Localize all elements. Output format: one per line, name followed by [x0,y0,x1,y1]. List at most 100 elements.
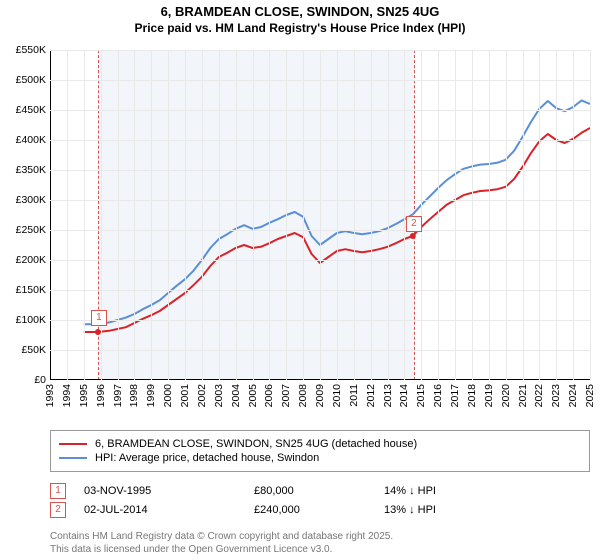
x-tick-label: 2016 [432,384,444,407]
legend-label-price-paid: 6, BRAMDEAN CLOSE, SWINDON, SN25 4UG (de… [95,438,417,450]
gridline-v [118,50,119,380]
gridline-v [253,50,254,380]
legend-label-hpi: HPI: Average price, detached house, Swin… [95,452,319,464]
chart-title: 6, BRAMDEAN CLOSE, SWINDON, SN25 4UG Pri… [0,0,600,36]
y-tick-label: £100K [2,314,46,326]
x-tick-label: 2003 [213,384,225,407]
sale-marker-icon: 2 [50,502,66,518]
x-tick-label: 1993 [44,384,56,407]
gridline-v [438,50,439,380]
y-tick-label: £200K [2,254,46,266]
y-tick-label: £400K [2,134,46,146]
y-tick-label: £300K [2,194,46,206]
y-tick-label: £550K [2,44,46,56]
gridline-v [388,50,389,380]
x-tick-label: 2018 [466,384,478,407]
gridline-v [151,50,152,380]
x-tick-label: 2017 [449,384,461,407]
gridline-v [506,50,507,380]
gridline-v [320,50,321,380]
y-tick-label: £0 [2,374,46,386]
x-tick-label: 2015 [415,384,427,407]
gridline-v [421,50,422,380]
gridline-v [269,50,270,380]
x-tick-label: 2024 [567,384,579,407]
sale-hpi-delta: 13% ↓ HPI [384,504,514,516]
sale-hpi-delta: 14% ↓ HPI [384,485,514,497]
gridline-v [354,50,355,380]
gridline-v [84,50,85,380]
x-tick-label: 2012 [365,384,377,407]
gridline-v [590,50,591,380]
x-tick-label: 2025 [584,384,596,407]
x-tick-label: 2014 [398,384,410,407]
sale-point [410,233,416,239]
x-tick-label: 1995 [78,384,90,407]
y-tick-label: £150K [2,284,46,296]
x-tick-label: 2002 [196,384,208,407]
plot-area: 12 [50,50,590,380]
sale-price: £80,000 [254,485,384,497]
x-tick-label: 2006 [263,384,275,407]
chart: 12 £0£50K£100K£150K£200K£250K£300K£350K£… [0,40,600,420]
x-tick-label: 2000 [162,384,174,407]
gridline-v [219,50,220,380]
gridline-v [202,50,203,380]
gridline-v [303,50,304,380]
x-tick-label: 2013 [382,384,394,407]
x-tick-label: 2008 [297,384,309,407]
gridline-v [556,50,557,380]
x-tick-label: 2019 [483,384,495,407]
gridline-v [286,50,287,380]
sales-table: 1 03-NOV-1995 £80,000 14% ↓ HPI 2 02-JUL… [50,480,590,521]
footer-line2: This data is licensed under the Open Gov… [50,544,590,557]
gridline-v [489,50,490,380]
footer-line1: Contains HM Land Registry data © Crown c… [50,531,590,544]
y-tick-label: £50K [2,344,46,356]
title-line1: 6, BRAMDEAN CLOSE, SWINDON, SN25 4UG [0,4,600,21]
x-tick-label: 2021 [517,384,529,407]
sale-date: 03-NOV-1995 [84,485,254,497]
y-tick-label: £500K [2,74,46,86]
gridline-v [337,50,338,380]
sales-row: 1 03-NOV-1995 £80,000 14% ↓ HPI [50,483,590,499]
sale-marker-box: 2 [406,216,422,232]
legend: 6, BRAMDEAN CLOSE, SWINDON, SN25 4UG (de… [50,430,590,472]
sale-price: £240,000 [254,504,384,516]
y-tick-label: £450K [2,104,46,116]
gridline-v [67,50,68,380]
gridline-v [101,50,102,380]
x-tick-label: 2011 [348,384,360,407]
gridline-v [236,50,237,380]
legend-item-hpi: HPI: Average price, detached house, Swin… [59,452,581,464]
x-tick-label: 2004 [230,384,242,407]
sales-row: 2 02-JUL-2014 £240,000 13% ↓ HPI [50,502,590,518]
gridline-v [455,50,456,380]
y-tick-label: £350K [2,164,46,176]
gridline-v [404,50,405,380]
x-tick-label: 1998 [128,384,140,407]
x-tick-label: 2010 [331,384,343,407]
legend-item-price-paid: 6, BRAMDEAN CLOSE, SWINDON, SN25 4UG (de… [59,438,581,450]
x-tick-label: 2020 [500,384,512,407]
gridline-v [371,50,372,380]
gridline-v [185,50,186,380]
x-tick-label: 1996 [95,384,107,407]
sale-marker-icon: 1 [50,483,66,499]
sale-marker-box: 1 [91,310,107,326]
x-tick-label: 2007 [280,384,292,407]
footer: Contains HM Land Registry data © Crown c… [50,531,590,556]
x-tick-label: 1994 [61,384,73,407]
x-tick-label: 1997 [112,384,124,407]
legend-swatch-hpi [59,457,87,459]
gridline-v [523,50,524,380]
x-tick-label: 2009 [314,384,326,407]
gridline-v [539,50,540,380]
legend-swatch-price-paid [59,443,87,445]
x-tick-label: 2022 [533,384,545,407]
x-tick-label: 1999 [145,384,157,407]
gridline-v [472,50,473,380]
title-line2: Price paid vs. HM Land Registry's House … [0,21,600,37]
gridline-v [168,50,169,380]
gridline-v [134,50,135,380]
